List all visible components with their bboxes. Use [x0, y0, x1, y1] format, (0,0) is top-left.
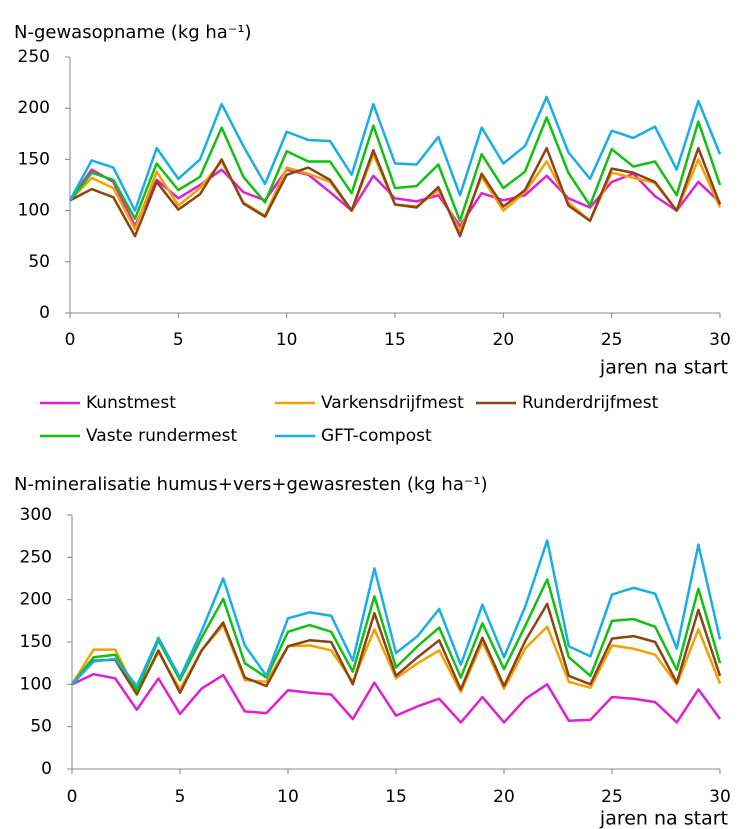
series-line [71, 578, 722, 692]
y-tick-label: 300 [20, 505, 52, 525]
y-tick-label: 100 [20, 674, 52, 694]
y-tick-label: 0 [41, 759, 52, 779]
series-line [69, 146, 722, 238]
x-tick-label: 15 [385, 787, 407, 807]
chart-title: N-mineralisatie humus+vers+gewasresten (… [14, 474, 488, 495]
x-tick-label: 25 [601, 330, 623, 350]
x-tick-label: 0 [65, 330, 76, 350]
y-tick-label: 50 [28, 252, 50, 272]
series-line [71, 672, 722, 724]
x-tick-label: 30 [709, 787, 731, 807]
y-tick-label: 150 [18, 149, 50, 169]
chart-title: N-gewasopname (kg ha⁻¹) [14, 22, 252, 43]
x-tick-label: 5 [175, 787, 186, 807]
legend-label: Runderdrijfmest [522, 393, 659, 413]
series-line [68, 168, 721, 228]
series-line [70, 623, 722, 695]
x-tick-label: 10 [276, 330, 298, 350]
x-tick-label: 15 [384, 330, 406, 350]
legend-label: GFT-compost [321, 426, 432, 446]
x-tick-label: 30 [709, 330, 731, 350]
y-tick-label: 50 [30, 717, 52, 737]
y-tick-label: 0 [39, 303, 50, 323]
x-tick-label: 0 [67, 787, 78, 807]
x-tick-label: 20 [493, 787, 515, 807]
x-axis-label: jaren na start [599, 357, 728, 379]
y-tick-label: 100 [18, 201, 50, 221]
y-tick-label: 200 [20, 590, 52, 610]
x-tick-label: 20 [493, 330, 515, 350]
x-tick-label: 25 [601, 787, 623, 807]
y-tick-label: 150 [20, 632, 52, 652]
series-line [71, 539, 722, 688]
legend-label: Kunstmest [86, 393, 176, 413]
x-tick-label: 10 [277, 787, 299, 807]
y-tick-label: 250 [18, 47, 50, 67]
series-line [71, 602, 722, 696]
y-tick-label: 250 [20, 547, 52, 567]
series-line [68, 95, 722, 212]
legend-label: Varkensdrijfmest [321, 393, 464, 413]
series-line [69, 153, 722, 233]
x-axis-label: jaren na start [599, 808, 728, 829]
legend-label: Vaste rundermest [86, 426, 237, 446]
series-line [69, 116, 722, 223]
x-tick-label: 5 [173, 330, 184, 350]
y-tick-label: 200 [18, 98, 50, 118]
